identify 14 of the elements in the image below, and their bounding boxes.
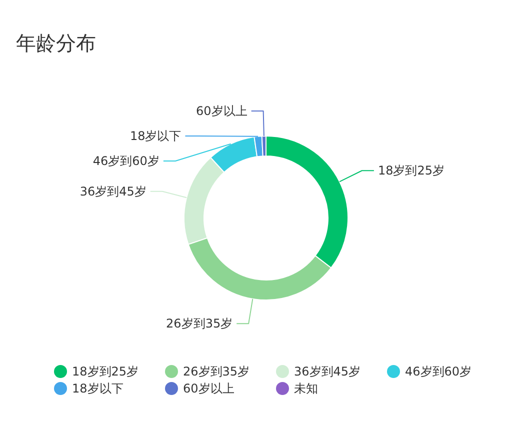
slice-label: 60岁以上 xyxy=(196,104,248,118)
slice-label: 46岁到60岁 xyxy=(92,154,160,168)
legend-label: 46岁到60岁 xyxy=(405,364,472,378)
slice-label: 18岁到25岁 xyxy=(378,164,444,178)
legend-label: 26岁到35岁 xyxy=(183,364,250,378)
legend-label: 18岁以下 xyxy=(72,382,124,396)
chart-title: 年龄分布 xyxy=(16,31,96,55)
legend-label: 36岁到45岁 xyxy=(294,364,361,378)
legend-label: 60岁以上 xyxy=(183,382,234,396)
slice-label: 18岁以下 xyxy=(130,129,182,144)
slice-label: 36岁到45岁 xyxy=(80,184,146,198)
slice-label: 26岁到35岁 xyxy=(166,316,233,331)
legend-label: 18岁到25岁 xyxy=(72,364,139,378)
legend-label: 未知 xyxy=(294,382,318,396)
